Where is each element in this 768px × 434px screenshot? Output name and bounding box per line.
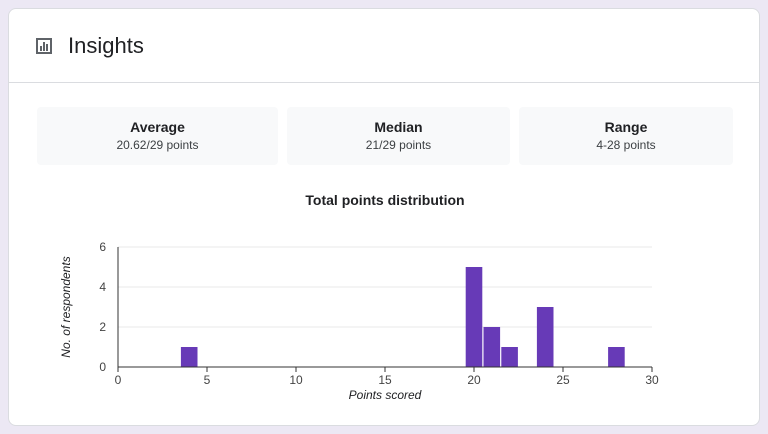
average-label: Average (130, 119, 185, 135)
histogram-bar (501, 347, 518, 367)
bar-chart-icon (36, 38, 52, 54)
histogram-bar (483, 327, 501, 367)
y-tick-label: 6 (99, 240, 106, 254)
x-tick-label: 15 (378, 373, 392, 387)
average-value: 20.62/29 points (116, 138, 199, 152)
median-stat: Median 21/29 points (287, 107, 510, 165)
median-value: 21/29 points (365, 138, 432, 152)
median-label: Median (374, 119, 423, 135)
histogram-bar (465, 267, 483, 367)
range-value: 4-28 points (596, 138, 656, 152)
x-tick-label: 25 (556, 373, 570, 387)
x-tick-label: 10 (289, 373, 303, 387)
x-tick-label: 20 (467, 373, 481, 387)
chart-title: Total points distribution (305, 192, 464, 208)
histogram-bar (180, 347, 198, 367)
range-label: Range (604, 119, 648, 135)
y-axis-label: No. of respondents (59, 256, 73, 357)
x-tick-label: 30 (645, 373, 659, 387)
range-stat: Range 4-28 points (519, 107, 733, 165)
insights-header: Insights (9, 9, 759, 83)
histogram-bar (536, 307, 554, 367)
points-distribution-chart: Total points distribution 0 2 4 6 0 5 10 15 20 25… (59, 192, 659, 402)
x-tick-label: 5 (204, 373, 211, 387)
y-tick-label: 4 (99, 280, 106, 294)
y-tick-label: 2 (99, 320, 106, 334)
x-tick-label: 0 (115, 373, 122, 387)
histogram-bar (608, 347, 625, 367)
insights-card: Insights Average 20.62/29 points Median … (8, 8, 760, 426)
x-axis-label: Points scored (349, 388, 422, 402)
y-tick-label: 0 (99, 360, 106, 374)
average-stat: Average 20.62/29 points (37, 107, 278, 165)
page-title: Insights (68, 33, 144, 58)
